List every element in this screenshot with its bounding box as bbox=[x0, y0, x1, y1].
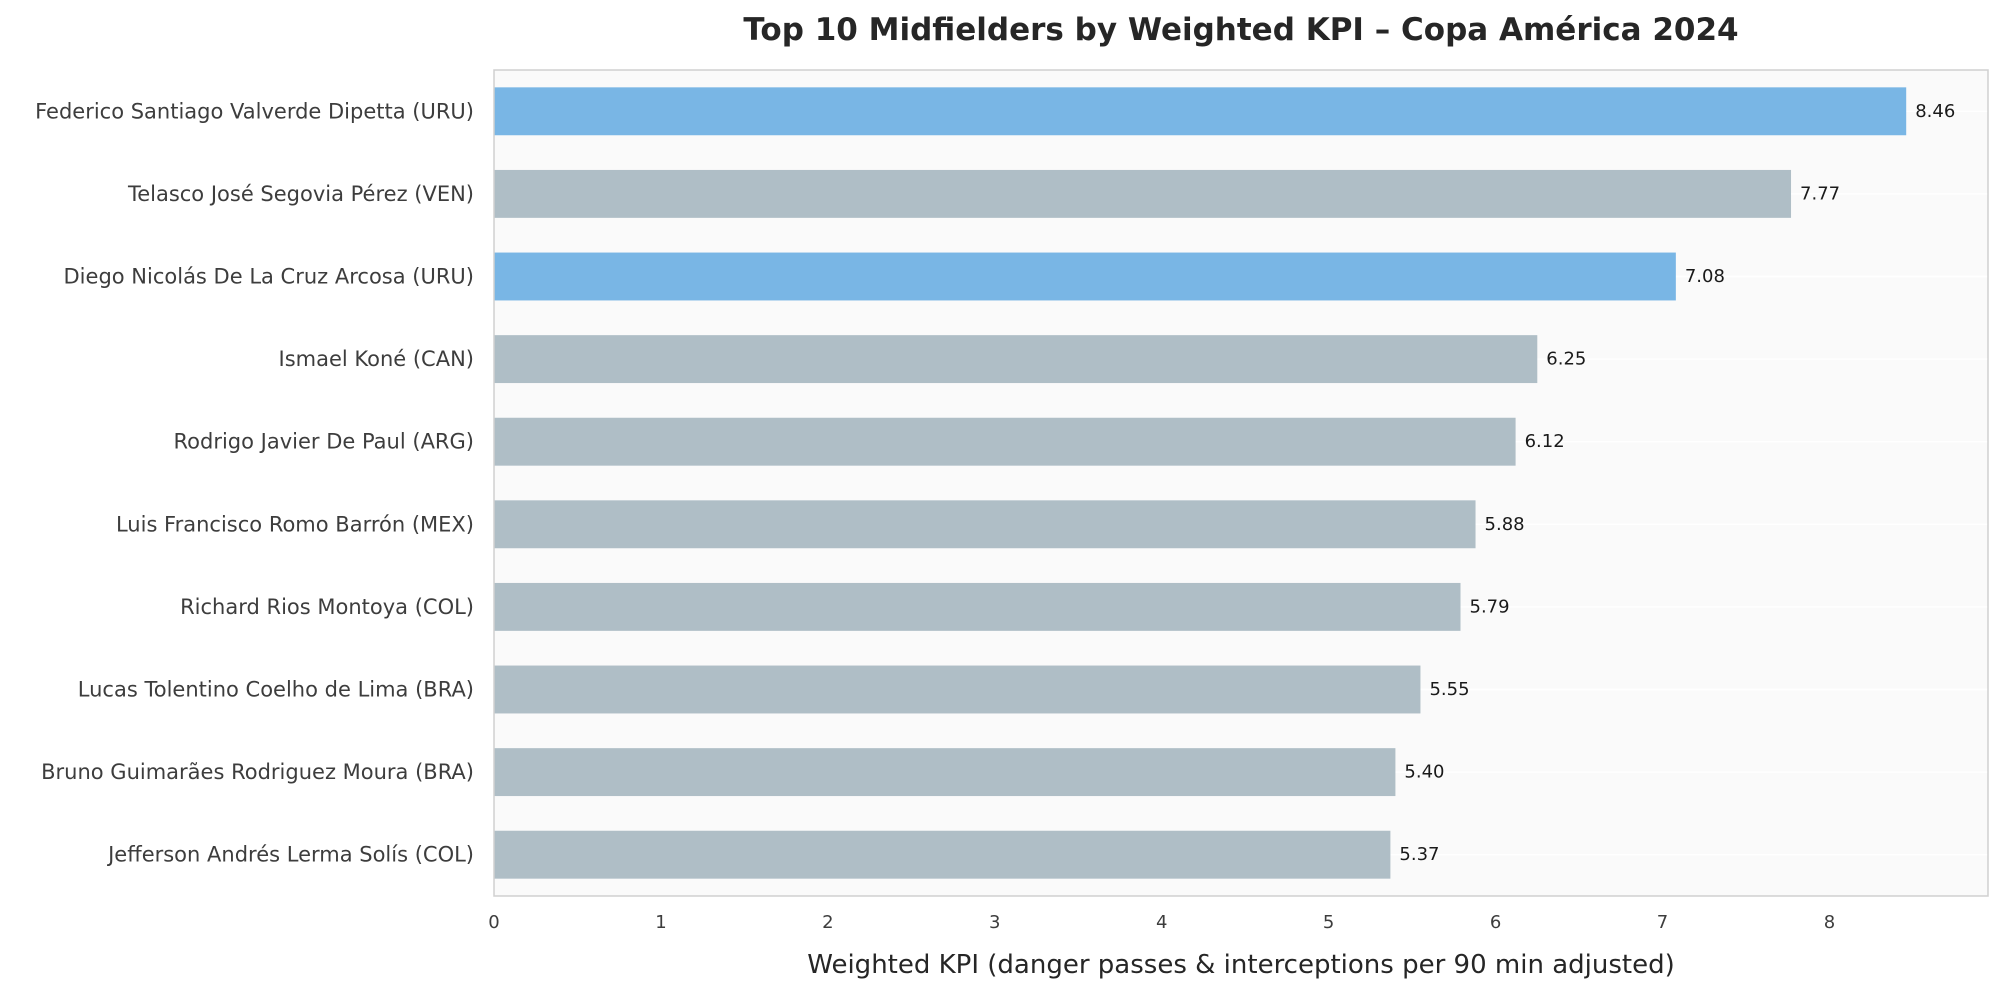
plot-frame bbox=[493, 69, 1989, 897]
category-label: Federico Santiago Valverde Dipetta (URU) bbox=[35, 99, 474, 123]
x-tick-label: 0 bbox=[488, 912, 499, 933]
bar bbox=[494, 417, 1516, 466]
category-label: Jefferson Andrés Lerma Solís (COL) bbox=[106, 843, 474, 867]
category-label: Bruno Guimarães Rodriguez Moura (BRA) bbox=[41, 760, 474, 784]
bar bbox=[494, 335, 1538, 384]
value-labels: 8.46 7.77 7.08 6.25 6.12 5.88 5.79 5.55 5.40 5.37 bbox=[1399, 101, 1955, 865]
x-tick-label: 2 bbox=[822, 912, 833, 933]
value-label: 5.88 bbox=[1485, 514, 1525, 535]
x-tick-label: 5 bbox=[1323, 912, 1334, 933]
category-label: Luis Francisco Romo Barrón (MEX) bbox=[116, 512, 474, 536]
value-label: 6.12 bbox=[1525, 431, 1565, 452]
bar bbox=[494, 830, 1391, 879]
chart-title: Top 10 Midfielders by Weighted KPI – Cop… bbox=[743, 12, 1738, 48]
category-label: Diego Nicolás De La Cruz Arcosa (URU) bbox=[64, 265, 474, 289]
x-tick-label: 6 bbox=[1490, 912, 1501, 933]
value-label: 5.37 bbox=[1399, 844, 1439, 865]
bar bbox=[494, 665, 1421, 714]
category-label: Richard Rios Montoya (COL) bbox=[180, 595, 474, 619]
value-label: 5.55 bbox=[1429, 679, 1469, 700]
x-axis-label: Weighted KPI (danger passes & intercepti… bbox=[807, 950, 1674, 980]
x-tick-labels: 0 1 2 3 4 5 6 7 8 bbox=[488, 912, 1835, 933]
category-label: Rodrigo Javier De Paul (ARG) bbox=[174, 430, 475, 454]
bar bbox=[494, 252, 1676, 301]
value-label: 7.08 bbox=[1685, 266, 1725, 287]
value-label: 6.25 bbox=[1546, 349, 1586, 370]
category-label: Telasco José Segovia Pérez (VEN) bbox=[127, 182, 474, 206]
x-tick-label: 7 bbox=[1657, 912, 1668, 933]
bar bbox=[494, 748, 1396, 797]
x-tick-label: 1 bbox=[655, 912, 666, 933]
x-tick-label: 4 bbox=[1156, 912, 1167, 933]
bar bbox=[494, 87, 1907, 136]
category-label: Ismael Koné (CAN) bbox=[279, 347, 475, 371]
bars bbox=[494, 87, 1907, 879]
category-label: Lucas Tolentino Coelho de Lima (BRA) bbox=[78, 678, 474, 702]
bar bbox=[494, 500, 1476, 549]
bar bbox=[494, 582, 1461, 631]
value-label: 5.79 bbox=[1470, 596, 1510, 617]
category-labels: Federico Santiago Valverde Dipetta (URU)… bbox=[35, 99, 474, 866]
x-tick-label: 8 bbox=[1824, 912, 1835, 933]
x-tick-label: 3 bbox=[989, 912, 1000, 933]
value-label: 7.77 bbox=[1800, 183, 1840, 204]
value-label: 8.46 bbox=[1915, 101, 1955, 122]
value-label: 5.40 bbox=[1404, 762, 1444, 783]
bar bbox=[494, 169, 1792, 218]
